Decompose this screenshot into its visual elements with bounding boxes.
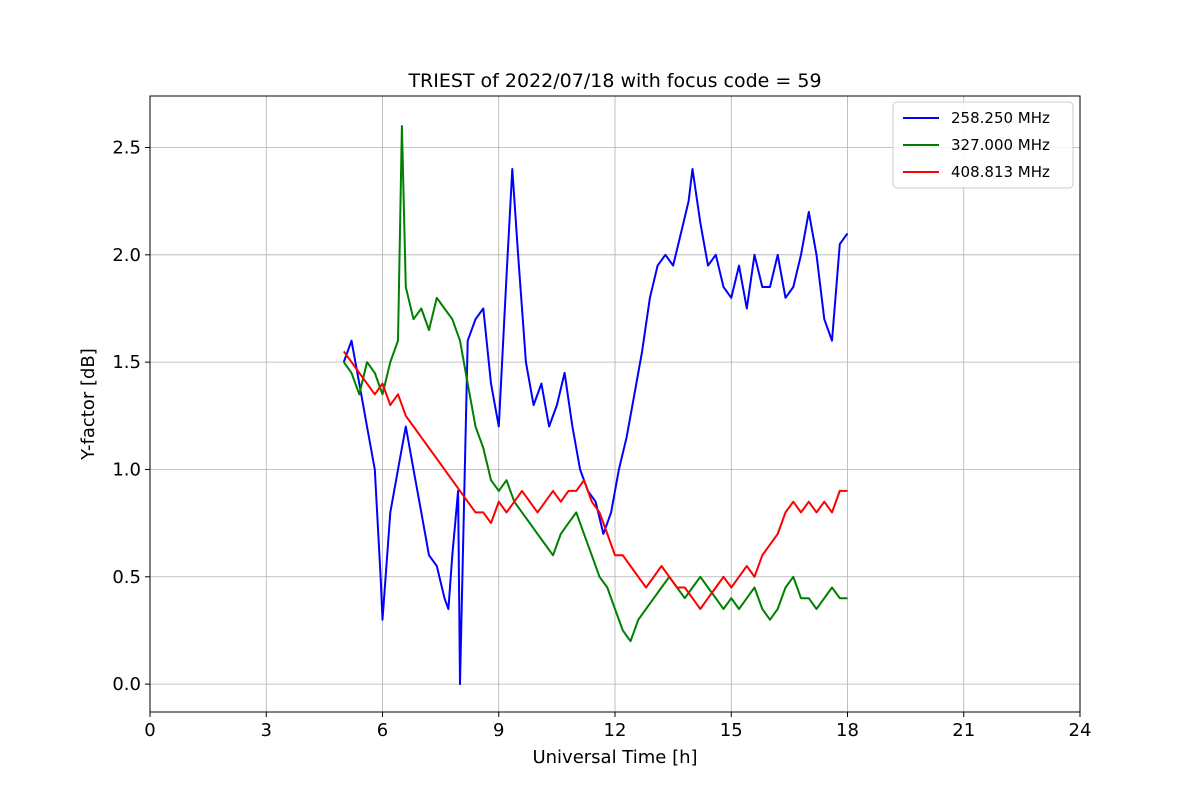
x-tick-label: 21 [952,720,975,741]
y-tick-label: 2.0 [112,245,141,266]
x-tick-label: 24 [1069,720,1092,741]
y-tick-label: 1.0 [112,459,141,480]
legend: 258.250 MHz 327.000 MHz 408.813 MHz [892,101,1074,189]
series-line-3 [342,350,848,610]
series-layer [342,125,849,686]
y-tick-label: 2.5 [112,138,141,159]
y-tick-label: 1.5 [112,352,141,373]
chart-title: TRIEST of 2022/07/18 with focus code = 5… [407,70,821,92]
x-tick-label: 12 [604,720,627,741]
legend-box [892,101,1074,189]
y-tick-label: 0.5 [112,567,141,588]
x-axis-label: Universal Time [h] [532,747,697,768]
x-tick-label: 3 [261,720,272,741]
series-line-2 [342,125,848,643]
y-axis: 0.0 0.5 1.0 1.5 2.0 2.5 [112,138,150,695]
x-tick-label: 6 [377,720,388,741]
x-tick-label: 18 [836,720,859,741]
legend-entry: 258.250 MHz [951,109,1050,127]
x-axis: 0 3 6 9 12 15 18 21 24 [144,712,1091,741]
x-tick-label: 0 [144,720,155,741]
y-tick-label: 0.0 [112,674,141,695]
y-axis-label: Y-factor [dB] [78,348,99,461]
legend-entry: 327.000 MHz [951,136,1050,154]
legend-entry: 408.813 MHz [951,163,1050,181]
x-tick-label: 15 [720,720,743,741]
x-tick-label: 9 [493,720,504,741]
